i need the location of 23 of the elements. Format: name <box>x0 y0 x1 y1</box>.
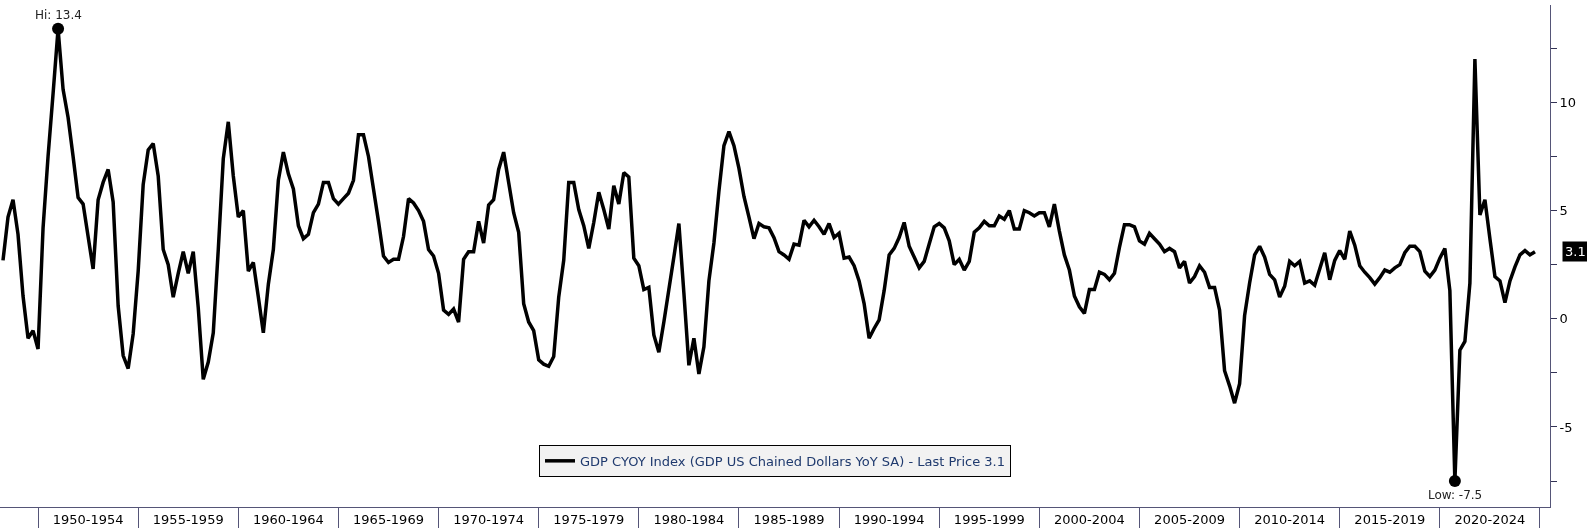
y-tick-label: 0 <box>1559 311 1568 327</box>
y-tick-label: -5 <box>1559 419 1573 435</box>
x-tick-label: 1975-1979 <box>553 511 625 527</box>
y-tick-label: 5 <box>1559 203 1568 219</box>
legend-label: GDP CYOY Index (GDP US Chained Dollars YoY SA) - Last Price 3.1 <box>580 453 1005 469</box>
x-tick-label: 2010-2014 <box>1254 511 1326 527</box>
x-tick-label: 1960-1964 <box>252 511 324 527</box>
x-tick-label: 1990-1994 <box>853 511 925 527</box>
x-tick-label: 1965-1969 <box>353 511 424 527</box>
x-tick-label: 1995-1999 <box>953 511 1025 527</box>
x-tick-label: 2020-2024 <box>1454 511 1526 527</box>
x-tick-label: 1970-1974 <box>453 511 525 527</box>
x-tick-label: 2015-2019 <box>1354 511 1426 527</box>
text: 3.1 <box>1565 244 1586 259</box>
annotation: Hi: 13.4 <box>35 8 82 22</box>
x-tick-label: 2005-2009 <box>1154 511 1225 527</box>
x-tick-label: 1980-1984 <box>653 511 725 527</box>
x-tick-label: 2000-2004 <box>1053 511 1125 527</box>
x-tick-label: 1985-1989 <box>753 511 825 527</box>
x-tick-label: 1955-1959 <box>152 511 224 527</box>
x-tick-label: 1950-1954 <box>52 511 124 527</box>
annotation: Low: -7.5 <box>1428 488 1483 502</box>
y-tick-label: 10 <box>1559 94 1577 110</box>
